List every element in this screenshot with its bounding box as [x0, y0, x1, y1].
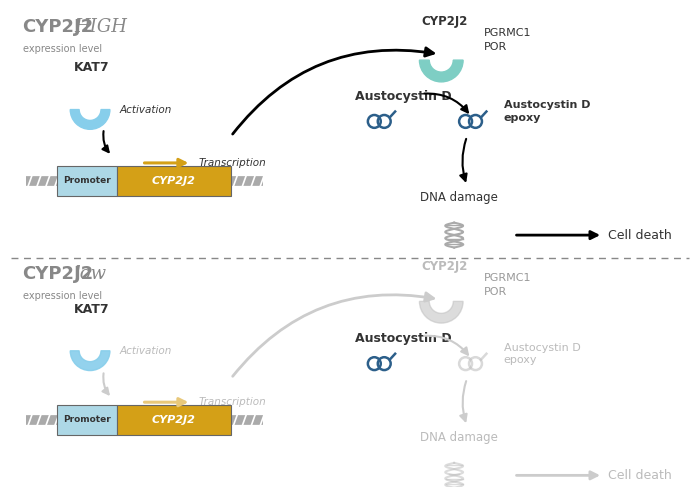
Text: Activation: Activation — [120, 346, 172, 356]
Text: Activation: Activation — [120, 104, 172, 115]
Text: CYP2J2: CYP2J2 — [421, 15, 468, 27]
Text: DNA damage: DNA damage — [420, 431, 498, 444]
Text: Austocystin D
epoxy: Austocystin D epoxy — [504, 100, 590, 122]
Text: Promoter: Promoter — [63, 176, 111, 185]
Text: Austocystin D: Austocystin D — [355, 90, 452, 103]
Text: expression level: expression level — [22, 44, 102, 54]
Text: CYP2J2: CYP2J2 — [22, 18, 94, 36]
Text: expression level: expression level — [22, 292, 102, 301]
Text: CYP2J2: CYP2J2 — [152, 415, 196, 425]
FancyBboxPatch shape — [57, 405, 117, 435]
Text: CYP2J2: CYP2J2 — [22, 265, 94, 283]
Text: HIGH: HIGH — [74, 18, 127, 36]
Text: CYP2J2: CYP2J2 — [421, 260, 468, 273]
FancyBboxPatch shape — [117, 405, 231, 435]
Wedge shape — [70, 110, 110, 129]
Text: PGRMC1
POR: PGRMC1 POR — [484, 272, 531, 296]
Text: Austocystin D: Austocystin D — [355, 332, 452, 345]
Text: Cell death: Cell death — [608, 229, 672, 242]
Text: Transcription: Transcription — [198, 397, 266, 407]
Wedge shape — [419, 301, 463, 323]
FancyBboxPatch shape — [57, 166, 117, 196]
Text: Cell death: Cell death — [608, 469, 672, 482]
FancyBboxPatch shape — [117, 166, 231, 196]
Wedge shape — [70, 351, 110, 370]
Text: PGRMC1
POR: PGRMC1 POR — [484, 28, 531, 52]
Text: KAT7: KAT7 — [74, 61, 110, 74]
Text: low: low — [74, 265, 106, 283]
Text: Austocystin D
epoxy: Austocystin D epoxy — [504, 343, 580, 365]
Text: Transcription: Transcription — [198, 158, 266, 168]
Text: KAT7: KAT7 — [74, 303, 110, 316]
Text: DNA damage: DNA damage — [420, 191, 498, 204]
Text: Promoter: Promoter — [63, 416, 111, 424]
Wedge shape — [419, 60, 463, 82]
Text: CYP2J2: CYP2J2 — [152, 176, 196, 186]
